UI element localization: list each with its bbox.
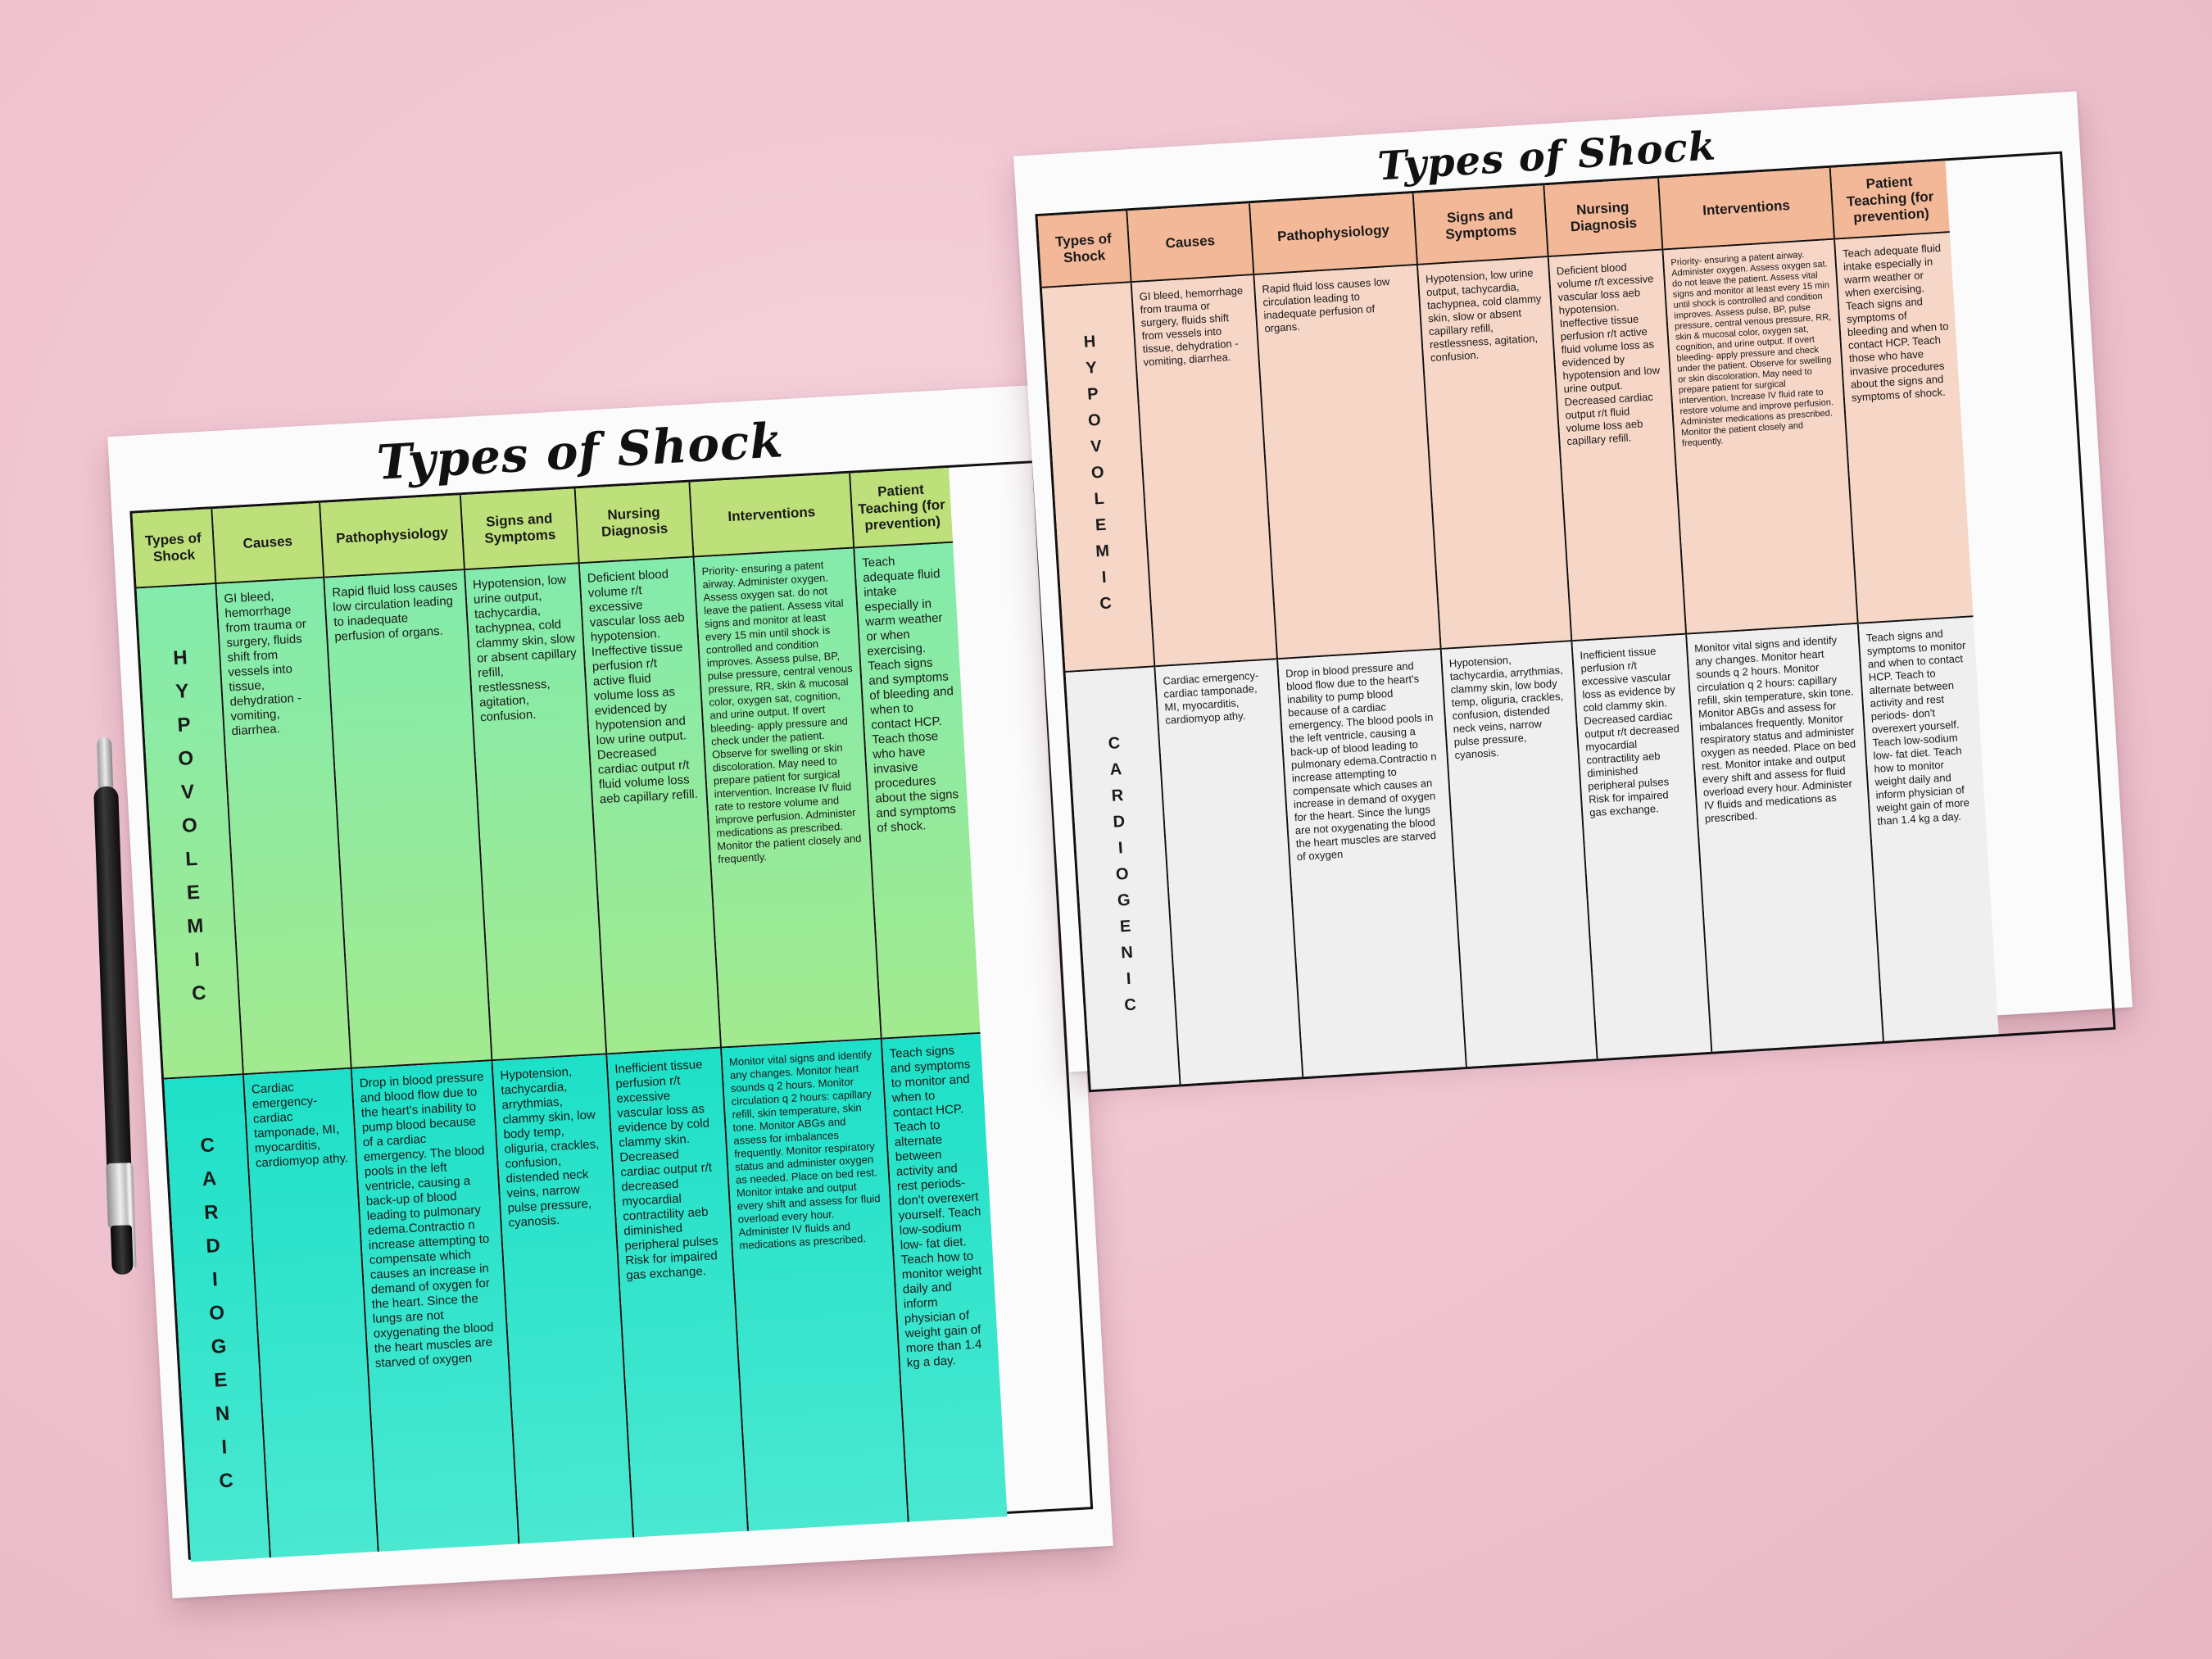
worksheet-green: Types of Shock Types of Shock Causes Pat… (107, 384, 1113, 1598)
header-causes: Causes (212, 502, 325, 585)
header-types: Types of Shock (1037, 211, 1132, 288)
cardiogenic-interventions: Monitor vital signs and identify any cha… (1687, 623, 1884, 1052)
cardiogenic-pathophysiology: Drop in blood pressure and blood flow du… (1278, 649, 1467, 1077)
cardiogenic-pathophysiology: Drop in blood pressure and blood flow du… (351, 1061, 520, 1552)
cardiogenic-interventions: Monitor vital signs and identify any cha… (722, 1039, 909, 1531)
shock-table: Types of Shock Causes Pathophysiology Si… (129, 460, 1094, 1562)
hypovolemic-causes: GI bleed, hemorrhage from trauma or surg… (1131, 275, 1279, 668)
pen-tip (97, 737, 114, 794)
hypovolemic-teaching: Teach adequate fluid intake especially i… (1835, 233, 1974, 624)
header-teaching: Patient Teaching (for prevention) (850, 467, 954, 549)
header-signs: Signs and Symptoms (1413, 185, 1549, 265)
cardiogenic-signs: Hypotension, tachycardia, arrythmias, cl… (1441, 641, 1598, 1067)
hypovolemic-pathophysiology: Rapid fluid loss causes low circulation … (1254, 265, 1442, 660)
shock-table: Types of Shock Causes Pathophysiology Si… (1035, 151, 2116, 1093)
pen-body (93, 786, 133, 1197)
header-interventions: Interventions (1659, 167, 1836, 251)
header-pathophysiology: Pathophysiology (320, 495, 466, 578)
header-signs: Signs and Symptoms (460, 488, 580, 571)
header-pathophysiology: Pathophysiology (1250, 193, 1419, 276)
header-causes: Causes (1127, 203, 1255, 283)
worksheet-peach: Types of Shock Types of Shock Causes Pat… (1013, 91, 2133, 1093)
pen-cap (110, 1225, 134, 1276)
header-diagnosis: Nursing Diagnosis (1544, 178, 1664, 258)
header-interventions: Interventions (690, 473, 855, 558)
header-diagnosis: Nursing Diagnosis (575, 482, 695, 564)
header-types: Types of Shock (132, 509, 217, 589)
hypovolemic-signs: Hypotension, low urine output, tachycard… (1418, 257, 1573, 650)
hypovolemic-interventions: Priority- ensuring a patent airway. Admi… (1663, 239, 1859, 635)
hypovolemic-interventions: Priority- ensuring a patent airway. Admi… (694, 548, 882, 1049)
header-teaching: Patient Teaching (for prevention) (1830, 161, 1950, 240)
hypovolemic-pathophysiology: Rapid fluid loss causes low circulation … (324, 570, 493, 1069)
cardiogenic-teaching: Teach signs and symptoms to monitor and … (1858, 617, 1999, 1041)
